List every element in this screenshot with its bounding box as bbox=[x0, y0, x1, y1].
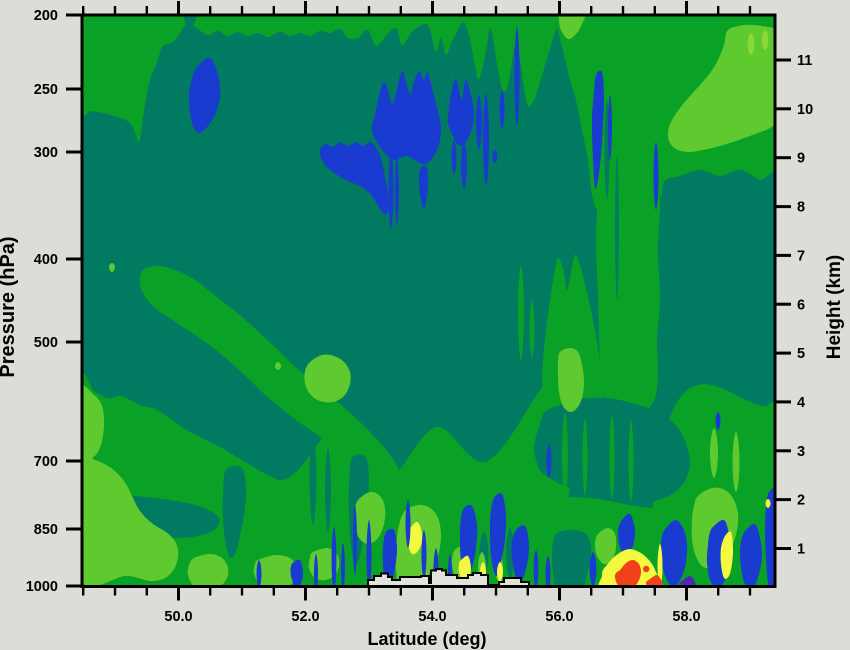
svg-text:Pressure (hPa): Pressure (hPa) bbox=[0, 236, 19, 377]
svg-text:300: 300 bbox=[34, 145, 58, 161]
svg-text:Height (km): Height (km) bbox=[824, 255, 845, 360]
svg-text:9: 9 bbox=[797, 151, 805, 167]
svg-text:6: 6 bbox=[797, 297, 805, 313]
svg-text:1: 1 bbox=[797, 542, 805, 558]
svg-text:58.0: 58.0 bbox=[672, 609, 700, 625]
svg-text:700: 700 bbox=[34, 454, 58, 470]
svg-text:400: 400 bbox=[34, 252, 58, 268]
svg-text:850: 850 bbox=[34, 522, 58, 538]
svg-text:3: 3 bbox=[797, 444, 805, 460]
svg-text:500: 500 bbox=[34, 335, 58, 351]
svg-text:5: 5 bbox=[797, 346, 805, 362]
svg-text:10: 10 bbox=[797, 102, 813, 118]
svg-text:200: 200 bbox=[34, 8, 58, 24]
svg-text:50.0: 50.0 bbox=[164, 609, 192, 625]
svg-text:11: 11 bbox=[797, 53, 812, 69]
svg-text:1000: 1000 bbox=[26, 579, 58, 595]
svg-text:Latitude (deg): Latitude (deg) bbox=[368, 629, 487, 649]
svg-text:8: 8 bbox=[797, 200, 805, 216]
svg-text:52.0: 52.0 bbox=[291, 609, 319, 625]
svg-text:54.0: 54.0 bbox=[418, 609, 446, 625]
svg-text:56.0: 56.0 bbox=[545, 609, 573, 625]
svg-text:250: 250 bbox=[34, 82, 58, 98]
svg-text:7: 7 bbox=[797, 248, 805, 264]
svg-text:2: 2 bbox=[797, 493, 805, 509]
svg-text:4: 4 bbox=[797, 395, 805, 411]
